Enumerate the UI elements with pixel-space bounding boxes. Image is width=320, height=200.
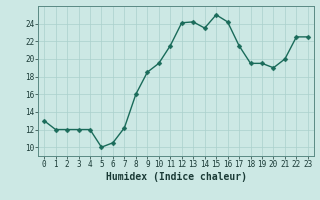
X-axis label: Humidex (Indice chaleur): Humidex (Indice chaleur) [106, 172, 246, 182]
